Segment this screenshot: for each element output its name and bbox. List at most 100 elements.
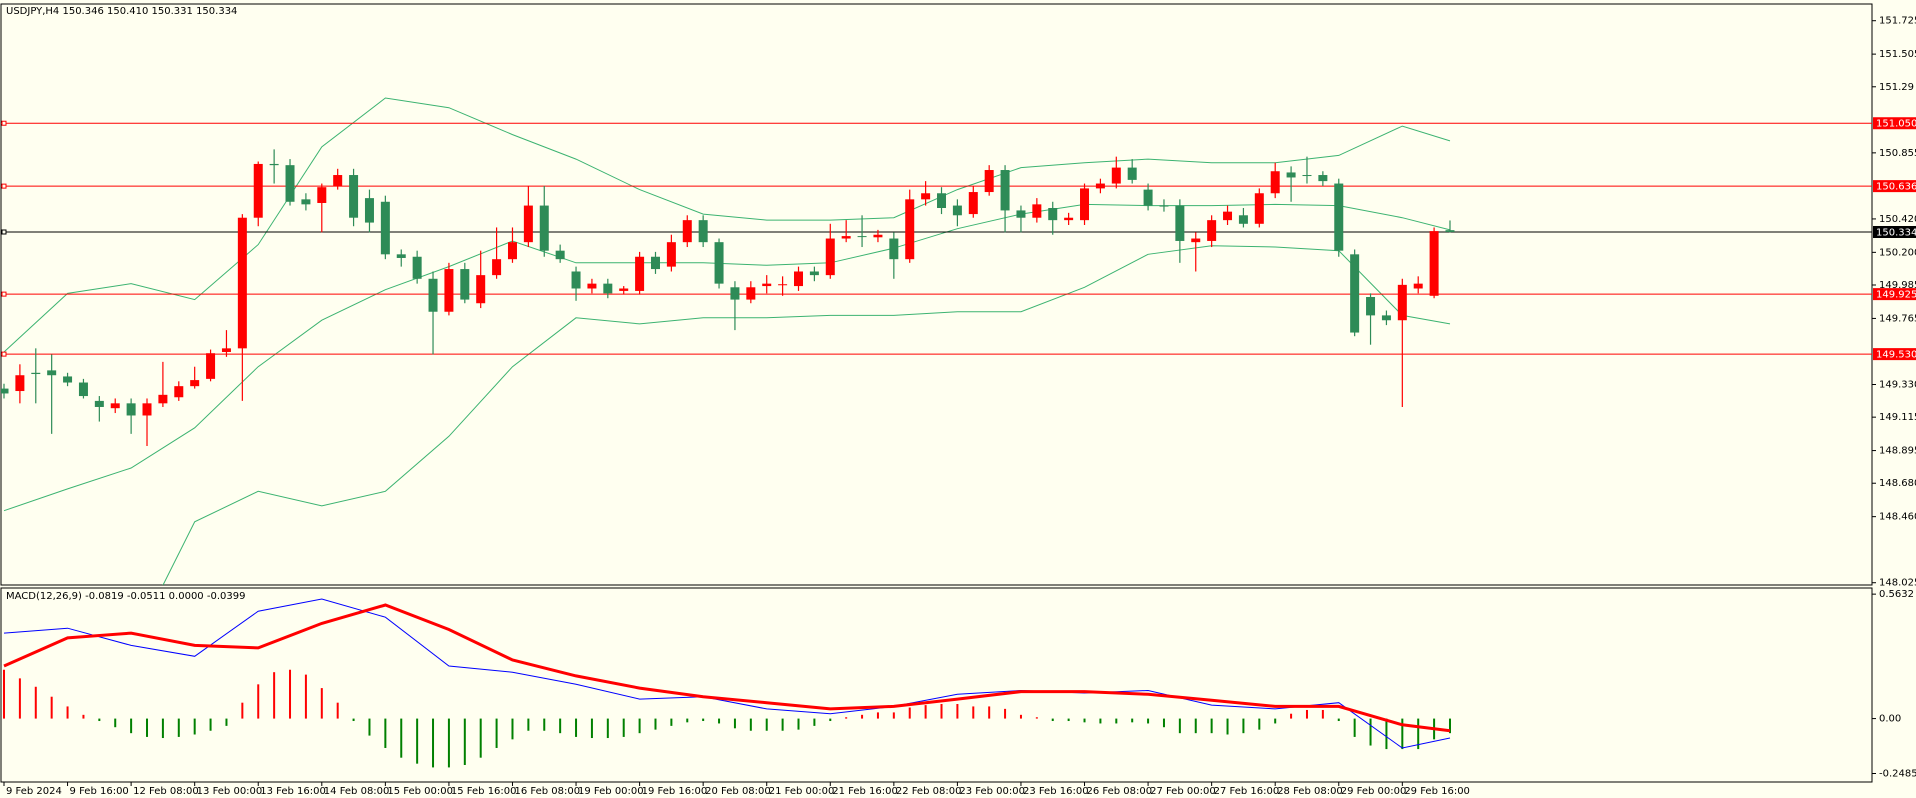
indicator-line (3, 598, 1451, 749)
y-tick-label: 151.29 (1879, 82, 1914, 93)
candle-body (78, 382, 88, 397)
candle-body (968, 192, 978, 215)
histogram-bar (1035, 717, 1038, 719)
histogram-bar (861, 714, 864, 719)
candle-body (476, 275, 486, 304)
histogram-bar (400, 718, 403, 758)
histogram-bar (781, 718, 784, 731)
candle-body (1413, 283, 1423, 289)
y-tick-label: 148.680 (1879, 478, 1916, 489)
candle-body (539, 205, 549, 251)
candle-body (1445, 230, 1455, 232)
candle-body (1175, 205, 1185, 241)
level-label-box (1873, 180, 1916, 193)
y-tick-label: 149.115 (1879, 412, 1916, 423)
x-tick-label: 15 Feb 16:00 (451, 786, 517, 797)
macd-title: MACD(12,26,9) -0.0819 -0.0511 0.0000 -0.… (6, 591, 245, 602)
candle-body (158, 394, 168, 404)
histogram-bar (1194, 718, 1197, 734)
candle-body (1000, 170, 1010, 211)
level-marker (1, 229, 7, 235)
candle-body (730, 287, 740, 300)
histogram-bar (447, 718, 450, 768)
level-label-box (1873, 288, 1916, 301)
candle-body (523, 205, 533, 243)
histogram-bar (368, 718, 371, 736)
candle-body (1191, 238, 1201, 243)
histogram-bar (765, 718, 768, 731)
histogram-bar (1004, 708, 1007, 719)
histogram-bar (1051, 718, 1054, 722)
candle-body (698, 220, 708, 243)
histogram-bar (590, 718, 593, 739)
candle-body (1270, 171, 1280, 194)
histogram-bar (940, 704, 943, 719)
y-tick-label: 0.00 (1879, 714, 1901, 725)
candle-body (571, 271, 581, 289)
histogram-bar (559, 718, 562, 734)
histogram-bar (1099, 718, 1102, 724)
histogram-bar (654, 718, 657, 730)
candle-body (666, 242, 676, 267)
histogram-bar (876, 712, 879, 719)
x-tick-label: 23 Feb 16:00 (1023, 786, 1089, 797)
candle-body (1238, 215, 1248, 224)
y-tick-label: 150.200 (1879, 247, 1916, 258)
histogram-bar (606, 718, 609, 739)
candle-body (1302, 175, 1312, 177)
histogram-bar (209, 718, 212, 731)
candle-body (825, 238, 835, 276)
histogram-bar (130, 718, 133, 734)
histogram-bar (257, 684, 260, 719)
candle-body (1032, 204, 1042, 218)
histogram-bar (161, 718, 164, 739)
histogram-bar (241, 702, 244, 719)
candle-body (650, 256, 660, 270)
histogram-bar (813, 718, 816, 726)
histogram-bar (718, 718, 721, 724)
histogram-bar (289, 669, 292, 719)
x-tick-label: 28 Feb 08:00 (1277, 786, 1343, 797)
candle-body (126, 403, 136, 416)
histogram-bar (18, 678, 21, 719)
x-tick-label: 27 Feb 16:00 (1214, 786, 1280, 797)
histogram-bar (177, 718, 180, 737)
histogram-bar (1337, 718, 1340, 722)
histogram-bar (463, 718, 466, 765)
candle-body (587, 283, 597, 289)
histogram-bar (1210, 718, 1213, 734)
histogram-bar (304, 674, 307, 719)
histogram-bar (972, 706, 975, 719)
y-tick-label: 150.420 (1879, 214, 1916, 225)
candle-body (396, 254, 406, 258)
histogram-bar (511, 718, 514, 740)
plot-area (1, 97, 1872, 585)
candle-body (778, 284, 788, 286)
candle-body (301, 199, 311, 205)
y-tick-label: 149.330 (1879, 379, 1916, 390)
candle-body (1159, 205, 1169, 207)
x-tick-label: 23 Feb 00:00 (959, 786, 1025, 797)
histogram-bar (1305, 709, 1308, 719)
histogram-bar (1067, 718, 1070, 722)
candle-body (269, 163, 279, 166)
y-tick-label: 149.985 (1879, 280, 1916, 291)
candle-body (905, 199, 915, 260)
histogram-bar (702, 718, 705, 722)
y-tick-label: 0.5632 (1879, 589, 1914, 600)
histogram-bar (98, 718, 101, 722)
candle-body (873, 234, 883, 238)
level-label: 150.636 (1876, 182, 1916, 193)
histogram-bar (146, 718, 149, 737)
x-tick-label: 29 Feb 00:00 (1341, 786, 1407, 797)
histogram-bar (1290, 713, 1293, 719)
histogram-bar (82, 714, 85, 719)
histogram-bar (114, 718, 117, 728)
level-marker (1, 351, 7, 357)
candle-body (1429, 231, 1439, 296)
candle-body (1223, 211, 1233, 221)
histogram-bar (1242, 718, 1245, 734)
histogram-bar (1178, 718, 1181, 734)
